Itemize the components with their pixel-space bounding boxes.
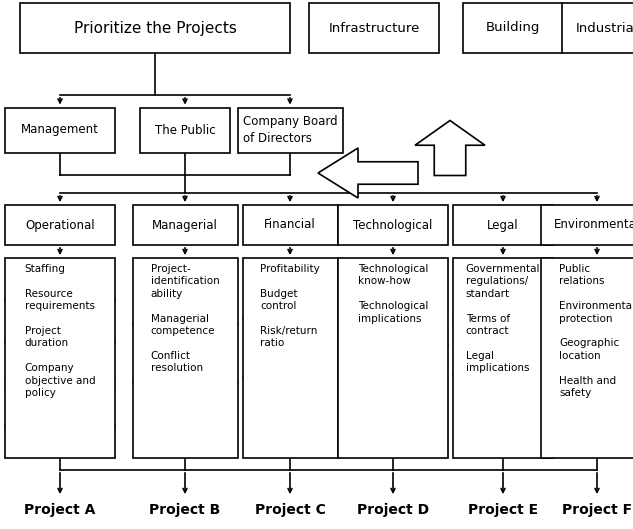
- Text: Industrial: Industrial: [576, 22, 633, 34]
- Text: Financial: Financial: [264, 218, 316, 232]
- Bar: [5, 107, 115, 152]
- Text: Technological
know-how

Technological
implications: Technological know-how Technological imp…: [358, 264, 428, 324]
- Bar: [132, 205, 237, 245]
- Bar: [309, 3, 439, 53]
- Bar: [242, 205, 337, 245]
- Text: Project D: Project D: [357, 503, 429, 517]
- Text: Management: Management: [21, 123, 99, 136]
- Text: Project F: Project F: [562, 503, 632, 517]
- Bar: [132, 258, 237, 458]
- Text: Technological: Technological: [353, 218, 433, 232]
- Bar: [5, 258, 115, 458]
- Bar: [338, 205, 448, 245]
- Text: Infrastructure: Infrastructure: [329, 22, 420, 34]
- Text: Public
relations

Environmental
protection

Geographic
location

Health and
safe: Public relations Environmental protectio…: [559, 264, 633, 398]
- Bar: [237, 107, 342, 152]
- Text: Project C: Project C: [254, 503, 325, 517]
- Text: Project B: Project B: [149, 503, 221, 517]
- Bar: [338, 258, 448, 458]
- Bar: [453, 258, 553, 458]
- Polygon shape: [415, 121, 485, 176]
- Text: Environmental: Environmental: [554, 218, 633, 232]
- Bar: [562, 3, 633, 53]
- Bar: [140, 107, 230, 152]
- Text: Building: Building: [486, 22, 540, 34]
- Text: Project E: Project E: [468, 503, 538, 517]
- Text: The Public: The Public: [154, 123, 215, 136]
- Text: Legal: Legal: [487, 218, 519, 232]
- Bar: [242, 258, 337, 458]
- Text: Project-
identification
ability

Managerial
competence

Conflict
resolution: Project- identification ability Manageri…: [151, 264, 220, 373]
- Bar: [453, 205, 553, 245]
- Text: Staffing

Resource
requirements

Project
duration

Company
objective and
policy: Staffing Resource requirements Project d…: [25, 264, 96, 398]
- Polygon shape: [318, 148, 418, 198]
- Text: Profitability

Budget
control

Risk/return
ratio: Profitability Budget control Risk/return…: [260, 264, 320, 349]
- Text: Governmental
regulations/
standart

Terms of
contract

Legal
implications: Governmental regulations/ standart Terms…: [466, 264, 540, 373]
- Text: Company Board
of Directors: Company Board of Directors: [242, 115, 337, 144]
- Text: Prioritize the Projects: Prioritize the Projects: [73, 21, 237, 35]
- Text: Project A: Project A: [24, 503, 96, 517]
- Text: Operational: Operational: [25, 218, 95, 232]
- Text: Managerial: Managerial: [152, 218, 218, 232]
- Bar: [541, 258, 633, 458]
- Bar: [5, 205, 115, 245]
- Bar: [20, 3, 290, 53]
- Bar: [541, 205, 633, 245]
- Bar: [463, 3, 563, 53]
